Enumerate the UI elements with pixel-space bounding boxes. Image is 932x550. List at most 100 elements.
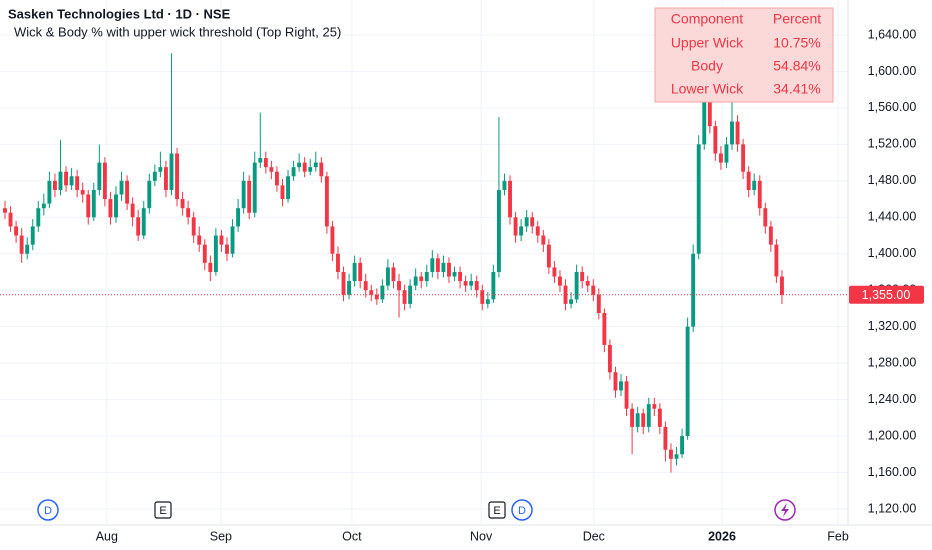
candle-body xyxy=(735,121,740,145)
candle-body xyxy=(169,153,174,190)
candle-body xyxy=(602,312,607,345)
candle-body xyxy=(385,267,390,286)
candle-body xyxy=(763,208,768,227)
candle-body xyxy=(347,281,352,295)
candle-body xyxy=(652,404,657,409)
candle-body xyxy=(219,235,224,245)
indicator-label: Wick & Body % with upper wick threshold … xyxy=(14,24,341,39)
y-tick-label: 1,560.00 xyxy=(868,100,917,114)
candle-body xyxy=(558,276,562,286)
candle-body xyxy=(163,167,168,190)
candle-body xyxy=(8,212,13,227)
candle-body xyxy=(724,144,729,163)
candle-body xyxy=(302,162,307,172)
candle-body xyxy=(391,267,396,282)
candle-body xyxy=(452,271,457,277)
candle-body xyxy=(341,271,346,295)
candle-body xyxy=(669,449,673,459)
candle-body xyxy=(175,153,179,200)
candle-body xyxy=(380,285,385,300)
candle-body xyxy=(280,185,285,200)
candle-body xyxy=(152,171,157,181)
candle-body xyxy=(718,153,723,163)
candle-body xyxy=(80,189,85,195)
candle-body xyxy=(508,180,512,218)
y-tick-label: 1,200.00 xyxy=(868,428,917,442)
x-tick-label: 2026 xyxy=(708,529,736,543)
candle-body xyxy=(19,235,24,254)
candle-body xyxy=(186,208,191,218)
candle-body xyxy=(530,217,535,227)
candle-body xyxy=(496,189,501,272)
candle-body xyxy=(430,258,435,272)
candle-body xyxy=(158,167,163,172)
candle-body xyxy=(580,271,585,282)
y-tick-label: 1,400.00 xyxy=(868,246,917,260)
candle-body xyxy=(474,281,479,291)
candle-body xyxy=(336,253,340,272)
candle-body xyxy=(624,381,629,409)
candle-body xyxy=(97,162,102,190)
candle-body xyxy=(191,217,196,236)
candle-body xyxy=(108,199,113,218)
candle-body xyxy=(374,294,379,300)
candle-body xyxy=(141,208,146,236)
candle-body xyxy=(447,262,451,277)
table-cell: Lower Wick xyxy=(671,81,744,97)
candle-body xyxy=(358,262,363,282)
candle-body xyxy=(58,171,63,190)
event-marker xyxy=(154,501,172,519)
candle-body xyxy=(14,226,19,236)
candle-body xyxy=(741,144,746,172)
candle-body xyxy=(757,180,762,209)
candle-body xyxy=(69,176,74,186)
y-tick-label: 1,520.00 xyxy=(868,137,917,151)
candle-body xyxy=(202,244,207,263)
candle-body xyxy=(569,299,574,304)
y-tick-label: 1,480.00 xyxy=(868,173,917,187)
candle-body xyxy=(236,208,241,227)
candle-body xyxy=(563,285,568,304)
x-tick-label: Nov xyxy=(470,529,493,543)
table-cell: 34.41% xyxy=(773,81,820,97)
candle-body xyxy=(225,244,229,254)
candle-body xyxy=(269,167,274,172)
candle-body xyxy=(458,271,463,282)
candle-body xyxy=(674,454,679,459)
table-header: Percent xyxy=(773,11,821,27)
candle-body xyxy=(768,226,773,245)
x-tick-label: Sep xyxy=(210,529,232,543)
y-tick-label: 1,240.00 xyxy=(868,392,917,406)
candle-body xyxy=(413,276,418,286)
candle-body xyxy=(441,262,446,272)
y-tick-label: 1,320.00 xyxy=(868,319,917,333)
candle-body xyxy=(657,408,662,427)
candle-body xyxy=(541,235,546,245)
table-header: Component xyxy=(671,11,743,27)
y-tick-label: 1,600.00 xyxy=(868,64,917,78)
candle-body xyxy=(25,244,30,254)
candle-body xyxy=(730,121,734,145)
candle-body xyxy=(297,162,302,168)
table-cell: Upper Wick xyxy=(671,35,744,51)
candle-body xyxy=(86,194,91,218)
candle-body xyxy=(680,436,685,455)
candle-body xyxy=(691,253,696,327)
candle-body xyxy=(41,203,46,209)
axes: 1,120.00 1,160.00 1,200.00 1,240.00 1,280.00… xyxy=(96,27,917,543)
candle-body xyxy=(641,413,646,427)
candle-body xyxy=(308,167,313,172)
candle-body xyxy=(707,98,712,127)
candle-body xyxy=(53,180,57,190)
candle-body xyxy=(91,189,96,218)
x-tick-label: Feb xyxy=(827,529,849,543)
y-tick-label: 1,440.00 xyxy=(868,210,917,224)
candle-body xyxy=(352,262,357,282)
candle-body xyxy=(274,171,279,186)
y-tick-label: 1,160.00 xyxy=(868,465,917,479)
event-marker xyxy=(37,499,59,521)
event-label: D xyxy=(44,505,52,517)
candle-body xyxy=(485,299,490,304)
candle-body xyxy=(574,271,579,300)
